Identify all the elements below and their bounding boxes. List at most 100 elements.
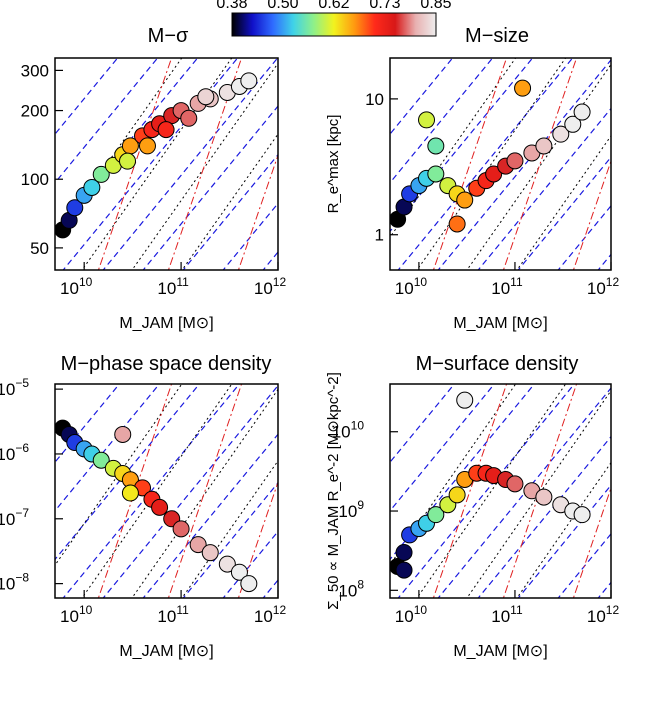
guide-line: [390, 58, 517, 239]
guide-line: [390, 58, 494, 184]
y-axis-label: R_e^max [kpc]: [325, 115, 342, 214]
guide-line: [572, 486, 611, 598]
data-point: [119, 152, 137, 170]
x-tick-label: 1010: [60, 603, 93, 626]
x-tick-label: 1011: [491, 603, 523, 626]
guide-line: [182, 153, 278, 270]
guide-line: [477, 435, 611, 598]
guide-line: [516, 135, 611, 270]
guide-line: [630, 374, 664, 608]
y-tick-label: 200: [21, 102, 49, 121]
guide-line: [131, 62, 278, 270]
guide-line: [55, 384, 201, 561]
data-point: [121, 484, 139, 502]
data-point: [240, 72, 258, 90]
x-axis-label: M_JAM [M⊙]: [119, 315, 213, 332]
data-point: [151, 498, 169, 516]
x-tick-label: 1011: [157, 603, 189, 626]
axes-frame: [389, 383, 612, 599]
guide-line: [390, 384, 456, 464]
x-tick-label: 1011: [491, 275, 523, 298]
panel-title: M−size: [465, 25, 529, 47]
data-point: [240, 575, 258, 593]
colorbar-tick-label: 0.38: [216, 0, 247, 12]
panel-title: M−surface density: [416, 353, 579, 375]
x-axis-label: M_JAM [M⊙]: [119, 643, 213, 660]
data-point: [83, 178, 101, 196]
axes-frame: [389, 57, 612, 271]
guide-line: [432, 58, 508, 270]
data-point: [564, 115, 582, 133]
guide-line: [557, 204, 611, 270]
guide-line: [55, 384, 121, 464]
guide-line: [597, 253, 611, 270]
guide-line: [55, 384, 161, 512]
data-point: [157, 121, 175, 139]
data-point: [456, 191, 474, 209]
x-tick-label: 1012: [254, 275, 287, 298]
panel-m-phase-space-density: 1010 1011 1012 10−5 10−6 10−7 10−8 M_JAM [M⊙]: [0, 376, 287, 660]
panel-m-size: 1010 1011 1012 1 10 M_JAM [M⊙] R_e^max [kpc]: [325, 48, 664, 332]
y-tick-label: 10−7: [0, 506, 29, 529]
x-tick-label: 1010: [60, 275, 93, 298]
guide-line: [390, 58, 454, 136]
y-tick-label: 50: [30, 239, 49, 258]
guide-line: [81, 384, 233, 598]
y-tick-label: 10−5: [0, 376, 29, 399]
guide-line: [142, 105, 278, 270]
data-point: [573, 103, 591, 121]
guide-line: [97, 58, 173, 270]
data-point: [535, 137, 553, 155]
guide-line: [390, 384, 536, 561]
guide-line: [397, 58, 574, 270]
data-point: [448, 486, 466, 504]
x-tick-label: 1012: [587, 603, 620, 626]
y-tick-label: 109: [338, 498, 364, 521]
axes-frame: [54, 57, 279, 271]
plot-area: [55, 58, 278, 270]
guide-line: [390, 58, 534, 233]
data-point: [427, 137, 445, 155]
guide-line: [237, 480, 278, 598]
y-tick-label: 1: [375, 226, 384, 245]
colorbar: 0.38 0.50 0.62 0.73 0.85: [216, 0, 452, 37]
guide-line: [432, 384, 508, 598]
y-tick-label: 108: [338, 577, 364, 600]
guide-line: [182, 481, 278, 598]
panel-title: M−σ: [148, 25, 189, 47]
guide-line: [502, 58, 578, 270]
guide-line: [597, 581, 611, 598]
data-point: [514, 79, 532, 97]
data-point: [66, 199, 84, 217]
x-tick-label: 1010: [395, 603, 428, 626]
plot-area: [55, 384, 278, 598]
data-point: [172, 520, 190, 538]
y-tick-label: 10: [365, 90, 384, 109]
guide-line: [630, 48, 664, 280]
colorbar-tick-label: 0.73: [369, 0, 400, 12]
guide-line: [572, 159, 611, 270]
x-tick-label: 1012: [254, 603, 287, 626]
data-point: [138, 137, 156, 155]
data-point: [427, 506, 445, 524]
colorbar-tick-label: 0.62: [318, 0, 349, 12]
data-point: [418, 111, 436, 129]
data-point: [92, 451, 110, 469]
data-point: [506, 475, 524, 493]
colorbar-tick-label: 0.50: [267, 0, 298, 12]
colorbar-tick-label: 0.85: [420, 0, 451, 12]
plot-area: [390, 374, 664, 608]
data-point: [427, 165, 445, 183]
data-point: [218, 555, 236, 573]
x-tick-label: 1011: [157, 275, 189, 298]
guide-line: [437, 58, 611, 270]
guide-line: [62, 58, 239, 270]
guide-line: [517, 156, 611, 270]
x-axis-label: M_JAM [M⊙]: [453, 315, 547, 332]
data-point: [197, 88, 215, 106]
guide-line: [416, 58, 567, 270]
data-point: [552, 125, 570, 143]
guide-line: [466, 63, 611, 270]
